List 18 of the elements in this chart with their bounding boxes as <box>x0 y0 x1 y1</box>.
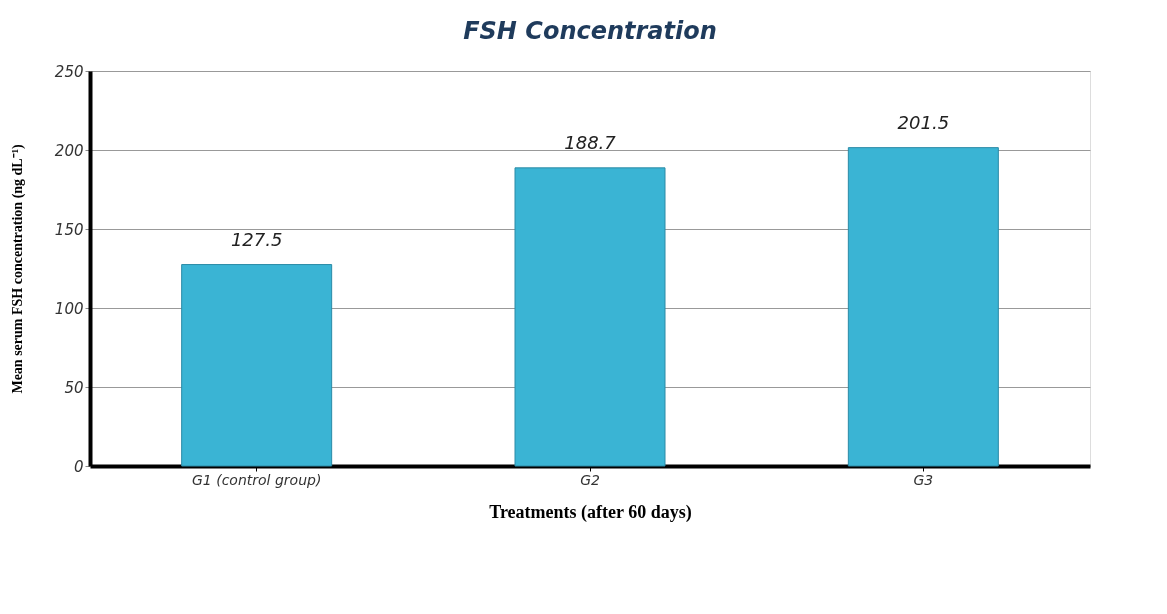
y-tick-label: 250 <box>54 62 84 81</box>
y-tick-label: 0 <box>73 457 84 476</box>
x-tick-label: G3 <box>913 471 934 488</box>
data-label: 127.5 <box>230 228 283 250</box>
y-axis-title: Mean serum FSH concentration (ng dL⁻¹) <box>9 144 26 394</box>
y-tick-label: 200 <box>54 141 84 160</box>
bar <box>181 264 333 467</box>
y-tick-label: 100 <box>54 299 84 318</box>
data-label: 201.5 <box>897 111 950 133</box>
data-label: 188.7 <box>564 131 617 153</box>
x-tick-label: G1 (control group) <box>191 471 322 488</box>
y-tick-label: 50 <box>64 378 84 397</box>
x-tick-label: G2 <box>580 471 600 488</box>
chart-title: FSH Concentration <box>463 17 717 45</box>
y-tick-label: 150 <box>54 220 84 239</box>
x-axis-title: Treatments (after 60 days) <box>489 501 692 523</box>
bar <box>514 167 666 467</box>
bar <box>847 147 999 467</box>
